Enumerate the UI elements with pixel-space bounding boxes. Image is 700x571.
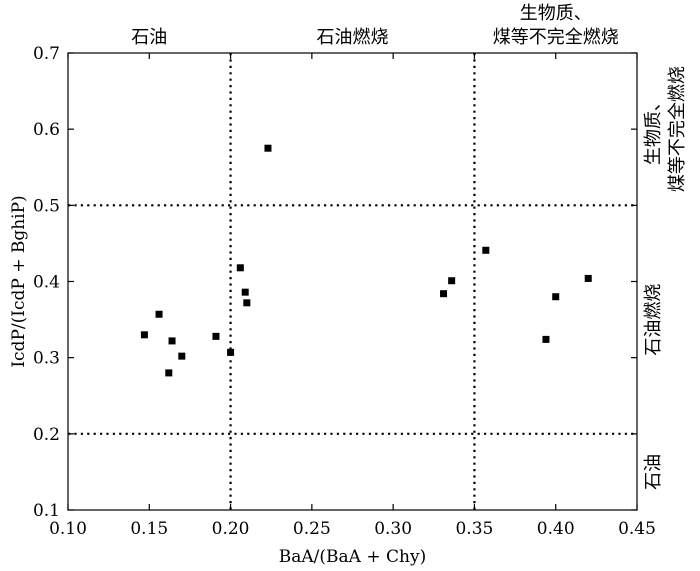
x-tick-label: 0.25 (293, 519, 331, 539)
data-point (165, 369, 173, 377)
top-region-label-2-line-1: 煤等不完全燃烧 (493, 27, 619, 48)
y-tick-label: 0.3 (33, 349, 60, 369)
top-region-label-2-line-0: 生物质、 (520, 3, 592, 24)
data-point (227, 348, 235, 356)
top-region-label-0: 石油 (131, 27, 167, 48)
x-tick-label: 0.30 (374, 519, 412, 539)
right-region-label-1: 石油燃烧 (643, 284, 664, 356)
data-point (584, 274, 592, 282)
right-region-label-2: 石油 (643, 454, 664, 490)
top-region-label-1: 石油燃烧 (317, 27, 389, 48)
data-points (140, 144, 592, 377)
data-point (243, 299, 251, 307)
reference-lines (68, 53, 637, 510)
y-tick-label: 0.5 (33, 196, 60, 216)
data-point (155, 310, 163, 318)
data-point (168, 337, 176, 345)
axis-ticks: 0.10 0.15 0.20 0.25 0.30 0.35 0.40 0.45 0.1 0.2 0.… (33, 44, 656, 539)
x-tick-label: 0.10 (49, 519, 87, 539)
x-tick-label: 0.45 (618, 519, 656, 539)
data-point (241, 288, 249, 296)
x-tick-label: 0.15 (130, 519, 168, 539)
right-region-label-0-line-1: 煤等不完全燃烧 (667, 66, 688, 192)
x-tick-label: 0.20 (212, 519, 250, 539)
y-tick-label: 0.1 (33, 501, 60, 521)
data-point (482, 246, 490, 254)
y-axis-title: IcdP/(IcdP + BghiP) (9, 195, 29, 367)
y-tick-label: 0.7 (33, 44, 60, 64)
data-point (212, 332, 220, 340)
x-tick-label: 0.40 (537, 519, 575, 539)
data-point (448, 277, 456, 285)
x-tick-label: 0.35 (455, 519, 493, 539)
y-tick-label: 0.6 (33, 120, 60, 140)
plot-frame (67, 52, 638, 511)
y-tick-label: 0.2 (33, 425, 60, 445)
data-point (552, 293, 560, 301)
data-point (264, 144, 272, 152)
y-tick-label: 0.4 (33, 273, 60, 293)
right-region-label-0-line-0: 生物质、 (643, 93, 664, 165)
data-point (440, 290, 448, 298)
data-point (178, 352, 186, 360)
x-axis-title: BaA/(BaA + Chy) (279, 547, 426, 567)
data-point (542, 335, 550, 343)
data-point (236, 264, 244, 272)
data-point (140, 331, 148, 339)
